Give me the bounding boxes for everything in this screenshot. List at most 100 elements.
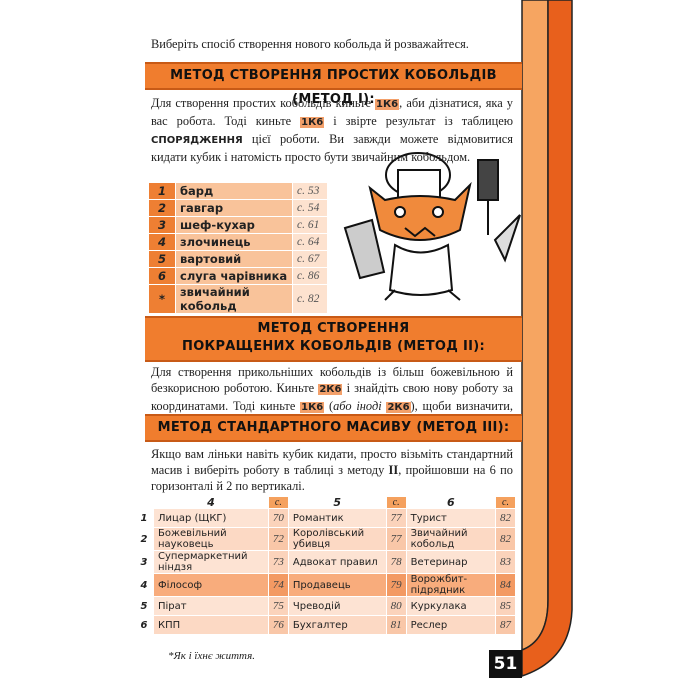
table-cell: злочинець <box>175 233 293 251</box>
table-ref: СПОРЯДЖЕННЯ <box>151 135 243 146</box>
page-cell: 87 <box>494 615 517 635</box>
page-cell: 81 <box>385 615 407 635</box>
section-body: Якщо вам лінь­ки навіть кубик кидати, пр… <box>151 446 513 494</box>
page-cell: 82 <box>494 527 517 551</box>
table-row: 5 Пірат 75 Чреводій 80 Куркулака 85 <box>134 596 517 616</box>
header-cell: 5 <box>287 496 387 509</box>
job-cell: Пірат <box>153 596 269 616</box>
method-ref: ІІ <box>388 463 399 477</box>
page-cell: 75 <box>267 596 289 616</box>
table-row: 1 бард с. 53 <box>148 182 328 200</box>
table-cell: вартовий <box>175 250 293 268</box>
corner-cell <box>134 496 154 509</box>
section-title: МЕТОД СТВОРЕННЯ ПРОСТИХ КОБОЛЬДІВ (МЕТОД… <box>145 62 522 107</box>
table-cell: бард <box>175 182 293 200</box>
row-label: 5 <box>134 596 154 616</box>
section-body: Для створення простих кобольдів киньте 1… <box>151 95 513 165</box>
job-cell: Супермаркетний ніндзя <box>153 550 269 574</box>
table-cell: с. 67 <box>292 250 328 268</box>
table-cell: с. 82 <box>292 284 328 314</box>
table-cell: 5 <box>148 250 176 268</box>
table-row: 3 шеф-кухар с. 61 <box>148 216 328 234</box>
page-cell: 70 <box>267 508 289 528</box>
dice: 1К6 <box>300 402 325 413</box>
job-cell: Романтик <box>287 508 387 528</box>
job-cell: Філософ <box>153 573 269 597</box>
page-cell: 80 <box>385 596 407 616</box>
kobold-illustration <box>343 152 521 301</box>
table-row: 4 злочинець с. 64 <box>148 233 328 251</box>
dice: 2К6 <box>318 384 343 395</box>
table-row: 5 вартовий с. 67 <box>148 250 328 268</box>
title-line: ПОКРАЩЕНИХ КОБОЛЬДІВ (МЕТОД ІІ): <box>182 339 485 354</box>
table-cell: с. 54 <box>292 199 328 217</box>
intro: Виберіть спосіб створення нового кобольд… <box>151 37 469 51</box>
table-row: * звичайний кобольд с. 82 <box>148 284 328 314</box>
table-row: 2 Божевільний науковець 72 Королівський уби… <box>134 527 517 551</box>
table-cell: звичайний кобольд <box>175 284 293 314</box>
job-cell: Лицар (ЩКГ) <box>153 508 269 528</box>
text: і знайдіть свою нову роботу за координат… <box>151 381 514 413</box>
text: цієї роботи. Ви завжди можете відмовитис… <box>151 132 513 164</box>
method1-table: 1 бард с. 53 2 гавгар с. 54 3 шеф-кухар с. 61 4 зл… <box>148 182 328 314</box>
page-cell: 77 <box>385 508 407 528</box>
page-cell: 78 <box>385 550 407 574</box>
page-cell: 74 <box>267 573 289 597</box>
page-number-box <box>489 650 522 678</box>
job-cell: Ворожбит-підрядник <box>405 573 496 597</box>
job-cell: Адвокат правил <box>287 550 387 574</box>
table-cell: 3 <box>148 216 176 234</box>
job-cell: Чреводій <box>287 596 387 616</box>
table-cell: 1 <box>148 182 176 200</box>
dice: 1К6 <box>375 99 400 110</box>
page-cell: 85 <box>494 596 517 616</box>
side-stripe <box>521 0 549 652</box>
job-cell: Звичайний кобольд <box>405 527 496 551</box>
text: Для створення простих кобольдів киньте <box>151 96 376 110</box>
row-label: 6 <box>134 615 154 635</box>
table-cell: 4 <box>148 233 176 251</box>
table-cell: слуга чарівника <box>175 267 293 285</box>
job-cell: Реслер <box>405 615 496 635</box>
job-cell: Продавець <box>287 573 387 597</box>
page-cell: 82 <box>494 508 517 528</box>
table-row: 6 слуга чарівника с. 86 <box>148 267 328 285</box>
table-cell: с. 61 <box>292 216 328 234</box>
job-cell: Турист <box>405 508 496 528</box>
table-cell: гавгар <box>175 199 293 217</box>
row-label: 1 <box>134 508 154 528</box>
page-cell: 72 <box>267 527 289 551</box>
table-cell: с. 64 <box>292 233 328 251</box>
page-cell: 73 <box>267 550 289 574</box>
text: і звірте результат із таблицею <box>324 114 513 128</box>
header-row: 4 с. 5 с. 6 с. <box>134 496 517 509</box>
table-cell: 6 <box>148 267 176 285</box>
page-cell: 79 <box>385 573 407 597</box>
page-number: 51 <box>493 654 518 674</box>
page-cell: 77 <box>385 527 407 551</box>
section-body: Для створення прикольніших кобольдів із … <box>151 364 513 432</box>
table-row: 3 Супермаркетний ніндзя 73 Адвокат правил 78… <box>134 550 517 574</box>
dice: 2К6 <box>386 402 411 413</box>
dice: 1К6 <box>300 117 325 128</box>
text: , пройшовши на 6 по горизонталі й 2 по в… <box>151 463 513 493</box>
text: , аби дізнатися, яка у вас робота. Тоді … <box>151 96 513 128</box>
header-cell: 4 <box>153 496 269 509</box>
job-cell: Королівський убивця <box>287 527 387 551</box>
job-cell: Божевільний науковець <box>153 527 269 551</box>
job-cell: Ветеринар <box>405 550 496 574</box>
row-label: 3 <box>134 550 154 574</box>
text: Якщо вам лінь­ки навіть кубик кидати, пр… <box>151 447 513 477</box>
row-label: 4 <box>134 573 154 597</box>
job-cell: КПП <box>153 615 269 635</box>
side-stripe <box>521 0 573 678</box>
table-cell: 2 <box>148 199 176 217</box>
header-cell: с. <box>494 496 517 509</box>
table-cell: * <box>148 284 176 314</box>
job-cell: Куркулака <box>405 596 496 616</box>
footnote: *Як і їхнє життя. <box>168 650 255 662</box>
section-title: МЕТОД СТАНДАРТНОГО МАСИВУ (МЕТОД ІІІ): <box>145 414 522 442</box>
table-cell: с. 86 <box>292 267 328 285</box>
